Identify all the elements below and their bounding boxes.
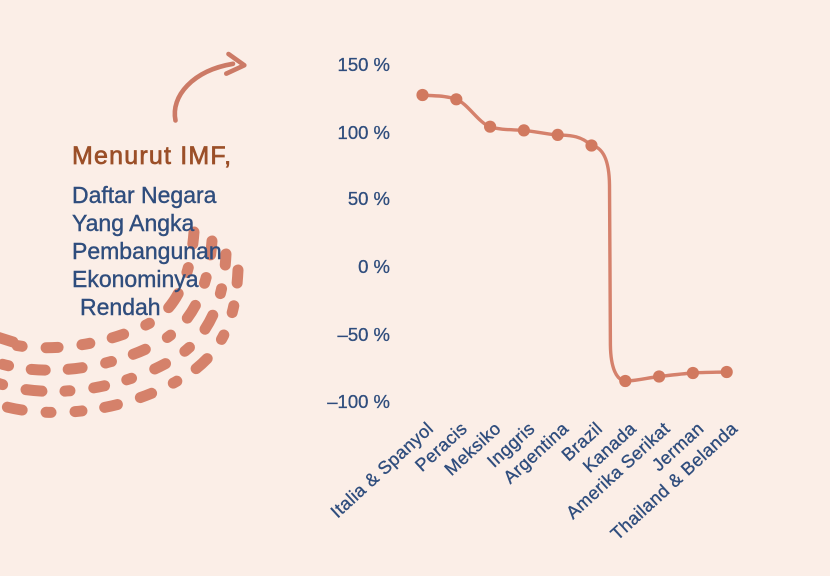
svg-text:50 %: 50 % [348, 188, 390, 209]
svg-text:–50 %: –50 % [338, 324, 390, 345]
svg-text:0 %: 0 % [358, 256, 390, 277]
svg-text:100 %: 100 % [338, 122, 390, 143]
svg-text:Rendah: Rendah [80, 294, 161, 320]
svg-text:Ekonominya: Ekonominya [72, 266, 199, 292]
svg-text:Menurut IMF,: Menurut IMF, [72, 142, 232, 170]
svg-text:–100 %: –100 % [327, 391, 390, 412]
svg-text:Pembangunan: Pembangunan [72, 238, 222, 264]
svg-text:Yang Angka: Yang Angka [72, 210, 195, 236]
svg-text:Daftar Negara: Daftar Negara [72, 182, 217, 208]
svg-text:150 %: 150 % [338, 54, 390, 75]
